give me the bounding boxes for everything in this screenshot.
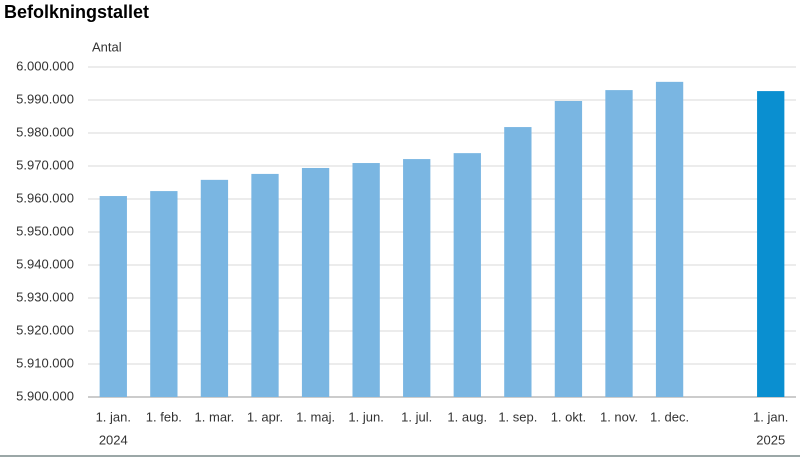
x-tick-sublabel: 2025	[756, 432, 785, 447]
x-tick-label: 1. jul.	[401, 409, 432, 424]
y-tick-label: 5.960.000	[16, 190, 74, 205]
bar	[301, 167, 330, 397]
chart-title: Befolkningstallet	[4, 2, 149, 22]
bar	[99, 196, 127, 397]
y-tick-label: 5.900.000	[16, 388, 74, 403]
y-tick-label: 5.950.000	[16, 223, 74, 238]
bar	[150, 191, 178, 397]
bar	[757, 91, 785, 397]
y-tick-label: 5.930.000	[16, 289, 74, 304]
x-tick-label: 1. jan.	[753, 409, 788, 424]
x-tick-label: 1. aug.	[447, 409, 487, 424]
x-tick-sublabel: 2024	[99, 432, 128, 447]
y-tick-label: 6.000.000	[16, 58, 74, 73]
y-tick-label: 5.980.000	[16, 124, 74, 139]
x-tick-label: 1. apr.	[247, 409, 283, 424]
x-tick-label: 1. jun.	[348, 409, 383, 424]
y-axis-label: Antal	[92, 39, 122, 54]
y-tick-label: 5.920.000	[16, 322, 74, 337]
y-tick-label: 5.970.000	[16, 157, 74, 172]
bar	[554, 100, 583, 398]
x-tick-label: 1. dec.	[650, 409, 689, 424]
y-tick-label: 5.940.000	[16, 256, 74, 271]
x-tick-label: 1. okt.	[551, 409, 586, 424]
x-tick-label: 1. mar.	[195, 409, 235, 424]
x-tick-label: 1. sep.	[498, 409, 537, 424]
bar	[200, 179, 229, 397]
y-tick-label: 5.990.000	[16, 91, 74, 106]
bar	[605, 90, 633, 397]
x-tick-label: 1. jan.	[96, 409, 131, 424]
bar	[504, 127, 532, 397]
bar	[403, 159, 431, 397]
bar	[251, 173, 279, 397]
x-tick-label: 1. maj.	[296, 409, 335, 424]
x-tick-label: 1. nov.	[600, 409, 638, 424]
bar	[453, 153, 481, 397]
y-tick-label: 5.910.000	[16, 355, 74, 370]
bar	[352, 163, 380, 397]
x-tick-label: 1. feb.	[146, 409, 182, 424]
bar	[655, 81, 684, 397]
